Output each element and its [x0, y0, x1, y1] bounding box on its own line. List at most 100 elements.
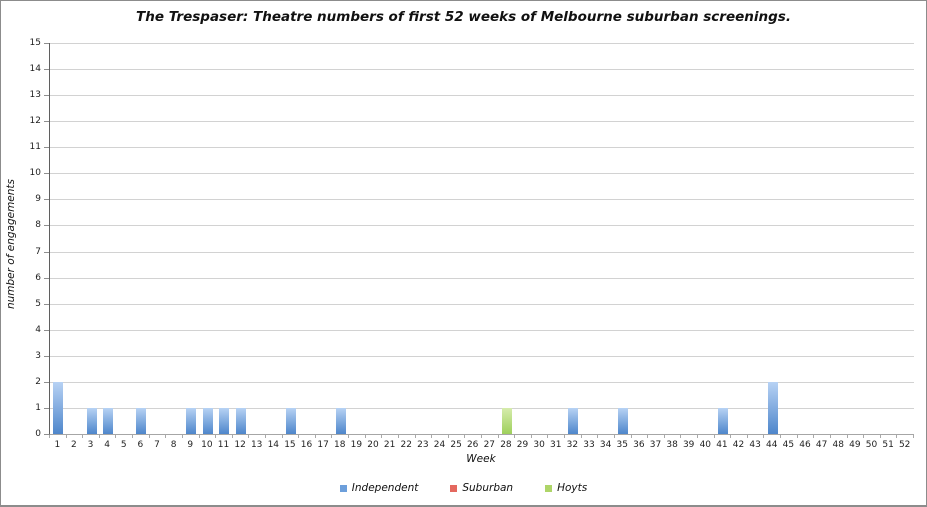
y-tick-13 [44, 95, 49, 97]
x-tick-label-15: 15 [284, 440, 296, 450]
x-tick-label-17: 17 [317, 440, 329, 450]
x-tick-28 [514, 435, 516, 438]
x-tick-label-40: 40 [699, 440, 712, 450]
y-tick-2 [44, 381, 49, 383]
x-tick-label-46: 46 [799, 440, 811, 450]
legend-marker-independent-icon [339, 484, 347, 492]
x-tick-label-47: 47 [815, 440, 828, 450]
legend-item-independent: Independent [339, 482, 419, 494]
x-tick-label-7: 7 [154, 440, 160, 450]
y-tick-label-6: 6 [35, 272, 41, 283]
x-tick-29 [530, 435, 532, 438]
x-tick-33 [597, 435, 599, 438]
x-tick-label-21: 21 [383, 440, 396, 450]
gridline-y-1 [50, 407, 914, 409]
gridline-y-7 [50, 251, 914, 253]
x-tick-34 [613, 435, 615, 438]
x-tick-51 [896, 435, 898, 438]
x-tick-19 [364, 435, 366, 438]
x-tick-label-5: 5 [120, 440, 127, 450]
y-tick-label-15: 15 [29, 38, 41, 48]
gridline-y-15 [50, 43, 914, 44]
gridline-y-6 [50, 277, 914, 279]
x-tick-3 [98, 435, 100, 438]
x-axis-title: Week [466, 453, 496, 465]
y-tick-label-3: 3 [35, 350, 41, 361]
gridline-y-8 [50, 225, 914, 227]
x-tick-27 [497, 435, 499, 438]
x-tick-13 [265, 435, 266, 438]
bar-hoyts-week-28 [501, 407, 512, 434]
x-tick-label-49: 49 [849, 440, 861, 450]
x-tick-52 [913, 435, 914, 438]
legend-item-suburban: Suburban [450, 482, 513, 494]
x-tick-32 [580, 435, 582, 438]
x-tick-label-10: 10 [201, 440, 213, 450]
y-tick-label-4: 4 [35, 324, 41, 335]
x-tick-label-16: 16 [300, 440, 313, 450]
x-tick-48 [846, 435, 848, 438]
x-tick-12 [248, 435, 250, 438]
y-tick-5 [44, 303, 49, 305]
x-tick-15 [298, 435, 300, 438]
bar-independent-week-11 [219, 407, 230, 434]
x-tick-label-27: 27 [483, 440, 496, 450]
x-tick-label-25: 25 [450, 440, 462, 450]
x-tick-label-28: 28 [500, 440, 512, 450]
x-tick-label-9: 9 [187, 440, 194, 450]
y-tick-6 [44, 277, 49, 279]
y-axis-title: number of engagements [5, 178, 17, 310]
y-tick-label-14: 14 [29, 64, 41, 75]
x-tick-label-29: 29 [516, 440, 529, 450]
x-tick-35 [630, 435, 632, 438]
bar-independent-week-15 [285, 407, 296, 434]
bar-independent-week-44 [767, 381, 778, 434]
x-tick-label-36: 36 [633, 440, 645, 450]
x-tick-9 [198, 435, 200, 438]
legend-marker-hoyts-icon [545, 484, 553, 492]
x-tick-label-26: 26 [466, 440, 479, 450]
x-tick-11 [231, 435, 233, 438]
x-tick-4 [115, 435, 117, 438]
y-tick-label-8: 8 [35, 220, 41, 231]
x-tick-39 [697, 435, 698, 438]
y-tick-7 [44, 251, 49, 253]
x-tick-36 [647, 435, 649, 438]
x-tick-label-30: 30 [533, 440, 545, 450]
gridline-y-4 [50, 329, 914, 331]
gridline-y-2 [50, 381, 914, 383]
y-tick-12 [44, 121, 49, 123]
gridline-y-10 [50, 173, 914, 175]
x-tick-label-12: 12 [234, 440, 246, 450]
x-tick-46 [813, 435, 815, 438]
x-tick-40 [713, 435, 715, 438]
x-tick-label-33: 33 [583, 440, 595, 450]
x-tick-22 [414, 435, 416, 438]
x-tick-label-41: 41 [716, 440, 728, 450]
x-tick-8 [181, 435, 183, 438]
gridline-y-13 [50, 95, 914, 97]
bar-independent-week-10 [202, 407, 213, 434]
gridline-y-12 [50, 121, 914, 123]
y-tick-9 [44, 199, 49, 201]
x-tick-label-31: 31 [550, 440, 562, 450]
x-tick-label-11: 11 [217, 440, 230, 450]
bar-independent-week-18 [335, 407, 346, 434]
bar-independent-week-35 [618, 407, 629, 434]
bar-independent-week-3 [86, 407, 97, 434]
gridline-y-5 [50, 303, 914, 305]
gridline-y-14 [50, 69, 914, 71]
x-tick-1 [65, 435, 67, 438]
x-tick-label-2: 2 [71, 440, 77, 450]
x-tick-label-38: 38 [666, 440, 678, 450]
x-tick-42 [746, 435, 748, 438]
x-tick-label-1: 1 [54, 440, 61, 450]
y-tick-label-5: 5 [35, 298, 41, 309]
x-tick-label-18: 18 [334, 440, 346, 450]
x-tick-label-6: 6 [137, 440, 144, 450]
x-tick-25 [464, 435, 466, 438]
x-tick-41 [730, 435, 732, 438]
y-tick-0 [44, 434, 49, 435]
legend-label-independent: Independent [351, 482, 419, 494]
